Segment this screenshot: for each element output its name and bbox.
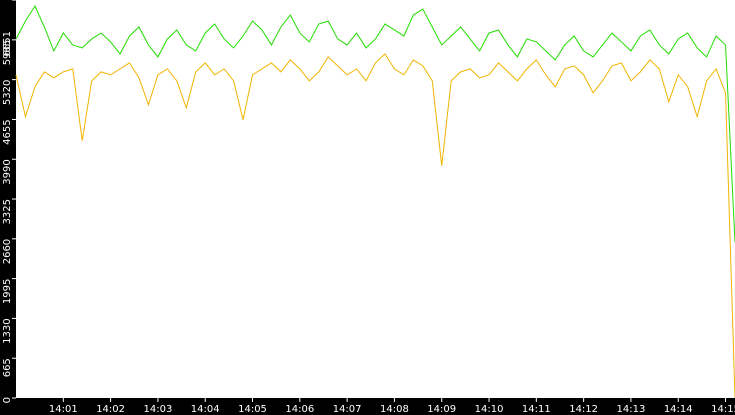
x-tick-label: 14:05: [238, 404, 267, 415]
x-axis-band: [0, 398, 735, 415]
y-tick-label: 6651: [2, 31, 13, 56]
y-axis-band: [0, 0, 16, 415]
x-tick-label: 14:07: [333, 404, 362, 415]
y-tick-label: 2660: [2, 239, 13, 264]
x-tick-label: 14:02: [96, 404, 125, 415]
series-line: [15, 53, 735, 399]
x-tick-label: 14:12: [569, 404, 598, 415]
y-tick-label: 1330: [2, 318, 13, 343]
y-tick-label: 5985: [2, 40, 13, 65]
y-tick-label: 3990: [2, 159, 13, 184]
x-tick-label: 14:04: [191, 404, 220, 415]
y-tick-label: 0: [2, 397, 13, 403]
series-line: [15, 4, 735, 243]
x-tick-label: 14:10: [475, 404, 504, 415]
x-tick-label: 14:11: [522, 404, 551, 415]
x-tick-label: 14:01: [49, 404, 78, 415]
x-tick-label: 14:15: [711, 404, 735, 415]
x-tick-label: 14:13: [617, 404, 646, 415]
x-tick-label: 14:09: [427, 404, 456, 415]
y-tick-label: 1995: [2, 279, 13, 304]
x-tick-label: 14:03: [143, 404, 172, 415]
y-tick-label: 4655: [2, 119, 13, 144]
x-tick-label: 14:14: [664, 404, 693, 415]
y-tick-label: 665: [2, 358, 13, 377]
x-tick-label: 14:06: [285, 404, 314, 415]
y-tick-label: 5320: [2, 80, 13, 105]
y-tick-label: 3325: [2, 199, 13, 224]
x-tick-label: 14:08: [380, 404, 409, 415]
